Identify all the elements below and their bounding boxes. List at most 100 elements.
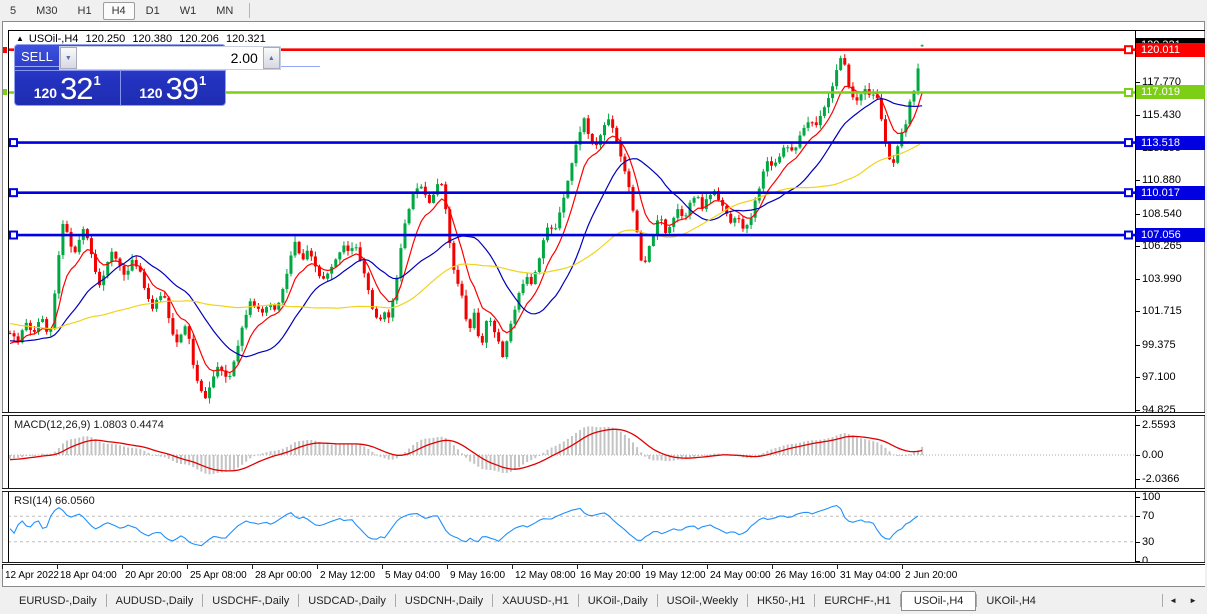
tab-separator xyxy=(1162,594,1164,607)
price-tick-label: 97.100 xyxy=(1142,371,1176,384)
tab-separator xyxy=(492,594,494,607)
date-tick xyxy=(837,565,838,569)
buy-button[interactable]: BUY xyxy=(280,45,320,70)
volume-input[interactable] xyxy=(76,47,263,69)
date-tick xyxy=(122,565,123,569)
toolbar-period-d1[interactable]: D1 xyxy=(145,4,160,17)
panel-separator xyxy=(2,562,1205,565)
date-axis: 12 Apr 2022 18 Apr 04:00 20 Apr 20:00 25 Ap… xyxy=(2,565,1205,586)
hline-right-marker[interactable] xyxy=(1124,138,1133,148)
rsi-line xyxy=(9,505,919,547)
chart-tab-eurchf-h1[interactable]: EURCHF-,H1 xyxy=(824,594,891,607)
sell-button[interactable]: SELL xyxy=(15,45,59,70)
macd-canvas xyxy=(8,426,1135,475)
toolbar-separator xyxy=(249,3,251,18)
date-label: 18 Apr 04:00 xyxy=(60,570,117,581)
toolbar-period-m30[interactable]: M30 xyxy=(36,4,58,17)
ask-pip: 1 xyxy=(199,73,207,88)
price-line-label: 107.056 xyxy=(1136,228,1205,243)
date-label: 2 Jun 20:00 xyxy=(905,570,958,581)
ohlc-open: 120.250 xyxy=(85,33,126,45)
toolbar-period-w1[interactable]: W1 xyxy=(179,4,197,17)
tab-separator xyxy=(899,594,901,607)
price-tick-dash xyxy=(1136,180,1140,182)
chart-tab-hk50-h1[interactable]: HK50-,H1 xyxy=(756,594,806,607)
volume-decrease-button[interactable]: ▼ xyxy=(59,47,77,69)
chart-tab-audusd-daily[interactable]: AUDUSD-,Daily xyxy=(115,594,194,607)
panel-separator[interactable] xyxy=(2,488,1205,492)
date-label: 2 May 12:00 xyxy=(320,570,376,581)
chart-tab-xauusd-h1[interactable]: XAUUSD-,H1 xyxy=(502,594,569,607)
hline-right-marker[interactable] xyxy=(1124,188,1133,198)
date-label: 31 May 04:00 xyxy=(840,570,901,581)
date-tick xyxy=(772,565,773,569)
bid-big: 32 xyxy=(60,71,93,106)
rsi-label: RSI(14) 66.0560 xyxy=(14,495,95,507)
bid-price-button[interactable]: 120 32 1 xyxy=(15,71,120,106)
date-label: 12 May 08:00 xyxy=(515,570,576,581)
chart-tab-usdchf-daily[interactable]: USDCHF-,Daily xyxy=(212,594,290,607)
rsi-tick-label: 70 xyxy=(1142,510,1155,523)
tab-separator xyxy=(202,594,204,607)
macd-tick-label: -2.0366 xyxy=(1142,472,1180,485)
rsi-tick-label: 100 xyxy=(1142,491,1161,503)
price-tick-label: 110.880 xyxy=(1142,174,1181,187)
chart-tab-usdcnh-daily[interactable]: USDCNH-,Daily xyxy=(404,594,484,607)
rsi-tick-dash xyxy=(1136,516,1140,518)
tab-separator xyxy=(298,594,300,607)
macd-tick-dash xyxy=(1136,455,1140,456)
chart-tab-usoil-h4[interactable]: USOil-,H4 xyxy=(900,590,977,611)
chart-tab-ukoil-h4[interactable]: UKOil-,H4 xyxy=(986,594,1036,607)
ohlc-close: 120.321 xyxy=(225,33,266,45)
date-tick xyxy=(317,565,318,569)
tab-scroll-arrows: ◄ ► xyxy=(1162,593,1203,608)
hline-left-marker[interactable] xyxy=(9,188,18,198)
hline-right-marker[interactable] xyxy=(1124,45,1133,55)
period-toolbar: 5 M30 H1 H4 D1 W1 MN xyxy=(0,0,1207,21)
date-label: 9 May 16:00 xyxy=(450,570,506,581)
rsi-tick-label: 0 xyxy=(1142,555,1149,567)
chart-tab-ukoil-daily[interactable]: UKOil-,Daily xyxy=(587,594,648,607)
triangle-up-icon: ▲ xyxy=(267,54,275,62)
date-label: 24 May 00:00 xyxy=(710,570,771,581)
price-tick-label: 101.715 xyxy=(1142,305,1182,318)
tab-scroll-right-icon[interactable]: ► xyxy=(1189,596,1197,605)
chart-tab-bar: EURUSD-,Daily AUDUSD-,Daily USDCHF-,Daily U… xyxy=(0,587,1207,614)
date-tick xyxy=(512,565,513,569)
tab-scroll-left-icon[interactable]: ◄ xyxy=(1169,596,1178,605)
hline-left-marker[interactable] xyxy=(9,230,18,240)
ohlc-low: 120.206 xyxy=(179,33,219,45)
green-line-edge-mark xyxy=(3,89,7,96)
volume-increase-button[interactable]: ▲ xyxy=(262,47,280,69)
hline-right-marker[interactable] xyxy=(1124,87,1133,97)
tab-separator xyxy=(746,594,748,607)
ohlc-high: 120.380 xyxy=(132,33,173,45)
tab-separator xyxy=(656,594,658,607)
tab-separator xyxy=(976,594,978,607)
price-line-label: 113.518 xyxy=(1136,135,1205,150)
price-tick-dash xyxy=(1136,115,1140,117)
chart-tab-eurusd-daily[interactable]: EURUSD-,Daily xyxy=(19,594,97,607)
hline-right-marker[interactable] xyxy=(1124,230,1133,240)
chart-tab-usoil-weekly[interactable]: USOil-,Weekly xyxy=(666,594,738,607)
rsi-tick-dash xyxy=(1136,497,1140,498)
chart-tab-usdcad-daily[interactable]: USDCAD-,Daily xyxy=(308,594,386,607)
ma-fast-line xyxy=(9,85,923,374)
symbol-period: USOil-,H4 xyxy=(28,33,79,45)
ask-price-button[interactable]: 120 39 1 xyxy=(119,71,226,106)
panel-separator[interactable] xyxy=(2,412,1205,416)
toolbar-period-5[interactable]: 5 xyxy=(10,4,17,17)
toolbar-period-mn[interactable]: MN xyxy=(216,4,234,17)
date-label: 12 Apr 2022 xyxy=(5,570,59,581)
volume-spinner: ▼ ▲ xyxy=(58,46,281,70)
date-tick xyxy=(447,565,448,569)
bid-prefix: 120 xyxy=(33,85,58,101)
macd-label: MACD(12,26,9) 1.0803 0.4474 xyxy=(14,419,164,431)
hline-left-marker[interactable] xyxy=(9,138,18,148)
price-tick-dash xyxy=(1136,311,1140,313)
toolbar-period-h1[interactable]: H1 xyxy=(77,4,92,17)
price-tick-dash xyxy=(1136,410,1140,411)
date-tick xyxy=(57,565,58,569)
toolbar-period-h4[interactable]: H4 xyxy=(102,1,135,20)
